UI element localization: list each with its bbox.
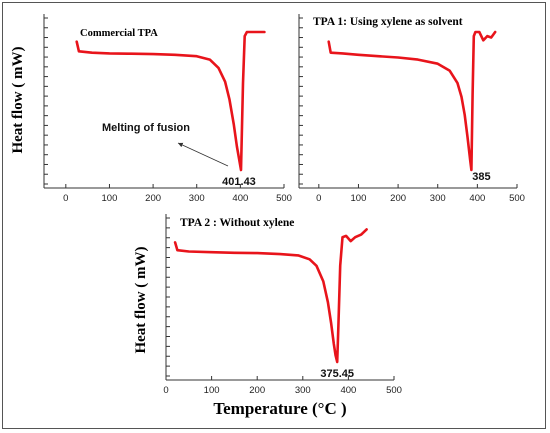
x-tick-label: 300 [295, 385, 311, 396]
chart-panel-1: 0 100 200 300 400 500 Commercial TPA 401.43 Melt… [10, 14, 292, 204]
chart-panel-3: 0 100 200 300 400 500 TPA 2 : Without xylene 37… [133, 214, 402, 396]
peak-temperature-label: 375.45 [320, 368, 354, 380]
x-tick-label: 200 [390, 193, 406, 204]
x-tick-label: 400 [232, 193, 248, 204]
x-tick-label: 100 [102, 193, 118, 204]
x-tick-label: 300 [430, 193, 446, 204]
x-tick-label: 500 [509, 193, 525, 204]
dsc-curve-line [173, 228, 368, 364]
figure-border [2, 2, 546, 429]
x-tick-label: 500 [386, 385, 402, 396]
x-tick-label: 0 [163, 385, 168, 396]
chart-panel-2: 0 100 200 300 400 500 TPA 1: Using xylene as s… [298, 14, 525, 204]
chart-title: TPA 1: Using xylene as solvent [313, 16, 463, 28]
x-tick-label: 0 [316, 193, 321, 204]
x-tick-label: 100 [204, 385, 220, 396]
x-tick-label: 100 [351, 193, 367, 204]
chart-title: Commercial TPA [80, 28, 158, 39]
chart-title: TPA 2 : Without xylene [180, 217, 294, 229]
x-tick-label: 0 [63, 193, 68, 204]
annotation-arrow [177, 142, 229, 167]
x-axis-label: Temperature (°C ) [213, 399, 346, 418]
x-tick-label: 400 [340, 385, 356, 396]
peak-temperature-label: 385 [472, 171, 490, 183]
dsc-curve-line [327, 30, 497, 172]
melting-annotation-text: Melting of fusion [102, 122, 190, 134]
x-tick-label: 200 [145, 193, 161, 204]
x-tick-label: 200 [249, 385, 265, 396]
x-tick-label: 500 [276, 193, 292, 204]
y-axis-label: Heat flow ( mW) [133, 246, 149, 353]
dsc-curve-line [75, 30, 266, 172]
y-axis-label: Heat flow ( mW) [10, 46, 26, 153]
x-tick-label: 300 [189, 193, 205, 204]
peak-temperature-label: 401.43 [222, 176, 256, 188]
x-tick-label: 400 [469, 193, 485, 204]
